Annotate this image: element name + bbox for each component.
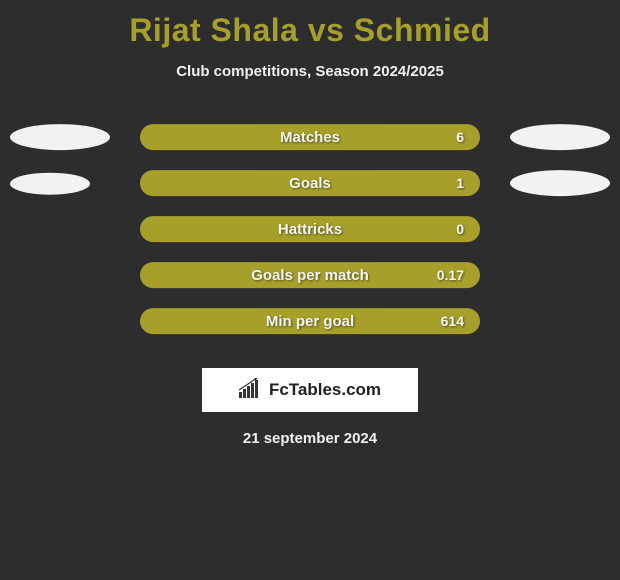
stat-row: Min per goal 614 bbox=[0, 302, 620, 348]
stat-value-right: 6 bbox=[456, 129, 464, 145]
ellipse-right bbox=[510, 170, 610, 196]
bar-chart-icon bbox=[239, 378, 263, 403]
stat-row: Goals 1 bbox=[0, 164, 620, 210]
stat-bar: Min per goal 614 bbox=[140, 308, 480, 334]
stat-label: Matches bbox=[280, 129, 340, 146]
stat-label: Goals bbox=[289, 175, 331, 192]
stat-value-right: 1 bbox=[456, 175, 464, 191]
stat-bar: Goals per match 0.17 bbox=[140, 262, 480, 288]
logo-box: FcTables.com bbox=[202, 368, 418, 412]
ellipse-left bbox=[10, 124, 110, 150]
logo-text: FcTables.com bbox=[269, 380, 381, 400]
stat-value-right: 614 bbox=[441, 313, 464, 329]
date-text: 21 september 2024 bbox=[0, 430, 620, 447]
stats-area: Matches 6 Goals 1 Hattricks 0 Goals per match 0… bbox=[0, 118, 620, 348]
page-title: Rijat Shala vs Schmied bbox=[0, 0, 620, 49]
stat-label: Goals per match bbox=[251, 267, 369, 284]
ellipse-left bbox=[10, 173, 90, 195]
stat-label: Hattricks bbox=[278, 221, 342, 238]
stat-bar: Hattricks 0 bbox=[140, 216, 480, 242]
stat-value-right: 0 bbox=[456, 221, 464, 237]
subtitle: Club competitions, Season 2024/2025 bbox=[0, 63, 620, 80]
stat-value-right: 0.17 bbox=[437, 267, 464, 283]
ellipse-right bbox=[510, 124, 610, 150]
stat-row: Matches 6 bbox=[0, 118, 620, 164]
stat-row: Goals per match 0.17 bbox=[0, 256, 620, 302]
stat-row: Hattricks 0 bbox=[0, 210, 620, 256]
stat-label: Min per goal bbox=[266, 313, 354, 330]
stat-bar: Goals 1 bbox=[140, 170, 480, 196]
stat-bar: Matches 6 bbox=[140, 124, 480, 150]
